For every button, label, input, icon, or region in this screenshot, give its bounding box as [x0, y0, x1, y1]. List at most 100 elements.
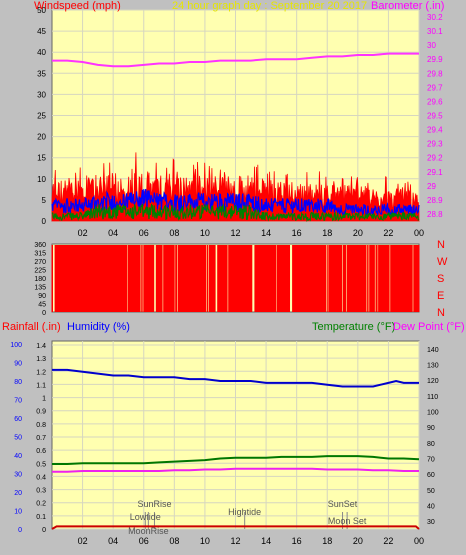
- astro-annotation-label: Hightide: [228, 507, 261, 517]
- barometer-tick-label: 29.6: [427, 97, 443, 106]
- astro-annotation-label: Lowtide: [130, 512, 161, 522]
- wind-tick-label: 40: [37, 48, 46, 57]
- humidity-tick-label: 70: [14, 398, 22, 405]
- rain-tick-label: 0.4: [36, 474, 46, 481]
- rain-tick-label: 0: [42, 527, 46, 534]
- temperature-tick-label: 120: [427, 378, 439, 385]
- x-tick-label: 16: [292, 228, 302, 238]
- rain-tick-label: 0.6: [36, 448, 46, 455]
- x-tick-label: 06: [139, 228, 149, 238]
- rainfall-line: [51, 525, 420, 530]
- barometer-tick-label: 30: [427, 41, 436, 50]
- x-tick-label: 18: [322, 228, 332, 238]
- barometer-tick-label: 30.2: [427, 13, 443, 22]
- compass-tick-label: S: [437, 273, 444, 285]
- astro-annotation-label: SunRise: [137, 499, 171, 509]
- dewpoint-line: [52, 467, 419, 473]
- x-tick-label: 10: [200, 228, 210, 238]
- barometer-tick-label: 29.8: [427, 69, 443, 78]
- humidity-tick-label: 80: [14, 379, 22, 386]
- astro-annotation-label: Moon Set: [328, 516, 367, 526]
- rain-tick-label: 1: [42, 396, 46, 403]
- x-tick-label: 00: [414, 536, 424, 546]
- temperature-tick-label: 100: [427, 410, 439, 417]
- temperature-axes: 0 0.1 0.2 0.3 0.4 0.5 0.6 0.7 0.8 0.9 1 1.1 1.2 1.3 1.…: [10, 342, 438, 546]
- direction-tick-label: 90: [38, 293, 46, 300]
- temperature-tick-label: 80: [427, 441, 435, 448]
- wind-tick-label: 20: [37, 133, 46, 142]
- barometer-tick-label: 28.9: [427, 196, 443, 205]
- x-tick-label: 16: [292, 536, 302, 546]
- barometer-tick-label: 29.4: [427, 126, 443, 135]
- compass-tick-label: E: [437, 290, 444, 302]
- humidity-tick-label: 10: [14, 509, 22, 516]
- barometer-tick-label: 29.3: [427, 140, 443, 149]
- astro-annotation-label: SunSet: [328, 499, 358, 509]
- wind-tick-label: 0: [42, 217, 47, 226]
- x-tick-label: 18: [322, 536, 332, 546]
- rain-tick-label: 0.9: [36, 409, 46, 416]
- wind-low-line: [51, 203, 420, 223]
- x-tick-label: 04: [108, 536, 118, 546]
- rain-tick-label: 1.2: [36, 369, 46, 376]
- barometer-line: [52, 52, 419, 68]
- wind-direction-bars: [51, 245, 420, 312]
- wind-series: [51, 52, 420, 223]
- humidity-tick-label: 100: [10, 342, 22, 349]
- x-tick-label: 12: [230, 228, 240, 238]
- direction-tick-label: 45: [38, 302, 46, 309]
- rain-tick-label: 0.1: [36, 514, 46, 521]
- direction-tick-label: 135: [34, 285, 46, 292]
- temperature-tick-label: 90: [427, 425, 435, 432]
- humidity-tick-label: 40: [14, 453, 22, 460]
- temperature-tick-label: 40: [427, 504, 435, 511]
- x-tick-label: 22: [383, 536, 393, 546]
- wind-tick-label: 10: [37, 175, 46, 184]
- rain-tick-label: 0.7: [36, 435, 46, 442]
- x-tick-label: 12: [230, 536, 240, 546]
- direction-tick-label: 225: [34, 268, 46, 275]
- graph-title: 24 hour graph day : September 20 2017: [172, 0, 367, 12]
- humidity-line: [52, 368, 419, 388]
- rain-humidity-temp-panel: SunRise Lowtide MoonRise Hightide SunSet Moon…: [2, 321, 465, 546]
- wind-axes: 0 5 10 15 20 25 30 35 40 45 50 02 04 06 08 10 12 14 16 18 20…: [37, 6, 443, 238]
- wind-tick-label: 15: [37, 154, 46, 163]
- temperature-axis-label: Temperature (°F): [312, 321, 395, 333]
- barometer-tick-label: 29: [427, 182, 436, 191]
- rain-tick-label: 1.1: [36, 382, 46, 389]
- barometer-tick-label: 29.2: [427, 154, 443, 163]
- direction-tick-label: 0: [42, 310, 46, 317]
- x-tick-label: 14: [261, 536, 271, 546]
- barometer-tick-label: 29.7: [427, 83, 443, 92]
- rain-tick-label: 1.3: [36, 356, 46, 363]
- x-tick-label: 00: [414, 228, 424, 238]
- wind-tick-label: 45: [37, 27, 46, 36]
- wind-tick-label: 35: [37, 69, 46, 78]
- temperature-tick-label: 110: [427, 394, 438, 401]
- wind-tick-label: 30: [37, 90, 46, 99]
- temperature-tick-label: 130: [427, 363, 439, 370]
- x-tick-label: 22: [383, 228, 393, 238]
- barometer-tick-label: 30.1: [427, 27, 443, 36]
- wind-tick-label: 25: [37, 112, 46, 121]
- barometer-axis-label: Barometer (.in): [371, 0, 444, 12]
- temperature-tick-label: 30: [427, 519, 435, 526]
- temperature-line: [52, 455, 420, 465]
- rain-tick-label: 0.3: [36, 488, 46, 495]
- compass-tick-label: W: [437, 256, 448, 268]
- x-tick-label: 06: [139, 536, 149, 546]
- humidity-tick-label: 0: [18, 527, 22, 534]
- x-tick-label: 08: [169, 536, 179, 546]
- barometer-tick-label: 29.9: [427, 55, 443, 64]
- humidity-tick-label: 20: [14, 490, 22, 497]
- wind-tick-label: 50: [37, 6, 46, 15]
- direction-series: [51, 245, 420, 312]
- x-tick-label: 02: [78, 228, 88, 238]
- temperature-tick-label: 60: [427, 472, 435, 479]
- humidity-tick-label: 60: [14, 416, 22, 423]
- temperature-tick-label: 70: [427, 457, 435, 464]
- humidity-tick-label: 90: [14, 361, 22, 368]
- x-tick-label: 20: [353, 536, 363, 546]
